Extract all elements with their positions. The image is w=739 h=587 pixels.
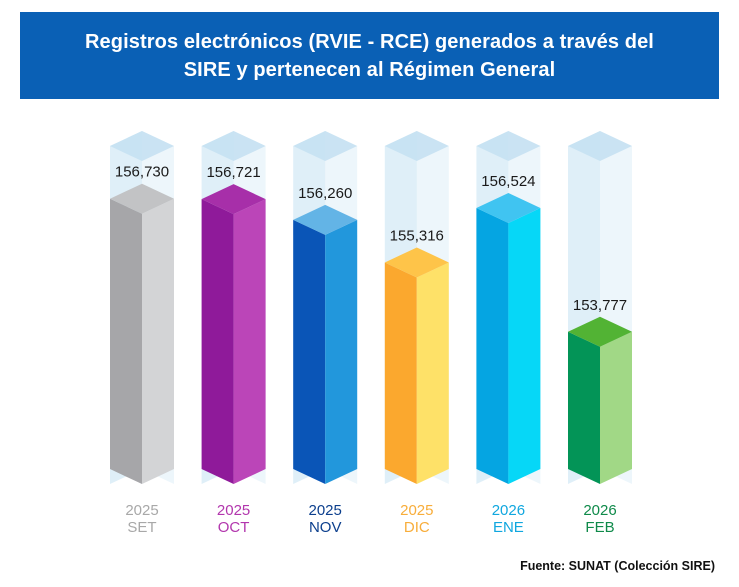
glass-top xyxy=(476,131,541,161)
bar-front xyxy=(476,208,509,485)
bar-side xyxy=(600,331,632,484)
x-tick-month: NOV xyxy=(309,519,342,536)
x-tick-month: SET xyxy=(127,519,156,536)
x-tick-year: 2025 xyxy=(400,502,433,519)
x-tick-month: OCT xyxy=(218,519,250,536)
bar-front xyxy=(110,198,142,484)
bar-side xyxy=(508,208,541,485)
bar-top xyxy=(110,183,174,214)
bar-top xyxy=(384,247,449,278)
x-tick-year: 2026 xyxy=(492,502,525,519)
x-tick-month: ENE xyxy=(493,519,524,536)
x-tick-year: 2025 xyxy=(217,502,250,519)
x-tick-year: 2026 xyxy=(583,502,616,519)
bar-side xyxy=(325,219,358,484)
bar-front xyxy=(293,219,326,484)
chart-title-line-1: Registros electrónicos (RVIE - RCE) gene… xyxy=(85,30,654,53)
x-tick-year: 2025 xyxy=(309,502,342,519)
value-label: 156,721 xyxy=(206,164,260,181)
value-label: 156,524 xyxy=(481,173,535,190)
bar-side xyxy=(142,198,174,484)
glass-top xyxy=(293,131,358,161)
glass-top xyxy=(201,131,266,161)
bar-top xyxy=(201,184,266,215)
glass-top xyxy=(110,131,174,161)
x-tick-month: DIC xyxy=(404,519,430,536)
value-label: 153,777 xyxy=(573,297,627,314)
value-label: 156,730 xyxy=(115,164,169,181)
x-tick-month: FEB xyxy=(585,519,614,536)
chart-title-banner: Registros electrónicos (RVIE - RCE) gene… xyxy=(20,12,719,99)
value-label: 155,316 xyxy=(390,227,444,244)
bar-top xyxy=(293,204,358,235)
x-tick-year: 2025 xyxy=(125,502,158,519)
bar-side xyxy=(233,199,266,484)
chart-title-line-2: SIRE y pertenecen al Régimen General xyxy=(183,58,556,81)
bar-front xyxy=(568,331,600,484)
bar-top xyxy=(476,193,541,224)
glass-top xyxy=(384,131,449,161)
bar-front xyxy=(384,262,417,484)
source-note: Fuente: SUNAT (Colección SIRE) xyxy=(520,559,715,573)
bar-front xyxy=(201,199,234,484)
value-label: 156,260 xyxy=(298,185,352,202)
bar-top xyxy=(568,316,632,347)
glass-top xyxy=(568,131,632,161)
bar-side xyxy=(416,262,449,484)
